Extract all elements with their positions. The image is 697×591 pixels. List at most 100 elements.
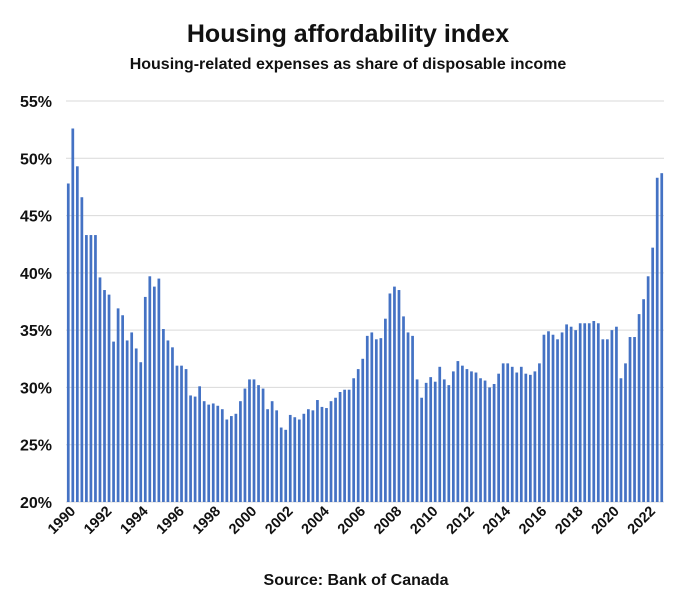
- bar: [234, 413, 238, 502]
- x-tick-label: 2018: [552, 504, 586, 538]
- bar: [510, 366, 514, 502]
- bar: [615, 326, 618, 502]
- bar: [94, 235, 97, 503]
- bar: [316, 400, 319, 502]
- bar: [257, 385, 260, 502]
- bar: [556, 339, 559, 502]
- bar: [633, 337, 636, 502]
- bar: [175, 365, 179, 502]
- bar: [193, 396, 197, 502]
- bar: [610, 330, 614, 502]
- bar: [420, 397, 423, 502]
- y-tick-label: 40%: [20, 266, 52, 283]
- bar: [279, 427, 283, 502]
- bar: [85, 235, 88, 503]
- bar: [157, 278, 161, 502]
- bar: [270, 401, 274, 502]
- bar: [637, 314, 641, 502]
- bar: [578, 323, 582, 502]
- bar: [601, 339, 605, 502]
- bar: [352, 378, 356, 502]
- bar: [338, 392, 342, 502]
- bar: [542, 334, 546, 502]
- bar: [606, 339, 609, 502]
- bar: [121, 315, 124, 502]
- bar: [261, 388, 265, 502]
- bar: [402, 316, 405, 502]
- bar: [125, 340, 129, 502]
- bar: [365, 335, 369, 502]
- bar: [519, 366, 523, 502]
- bar: [343, 389, 346, 502]
- x-tick-label: 2010: [407, 504, 441, 538]
- bar: [220, 409, 224, 502]
- bar: [293, 417, 297, 502]
- bar: [456, 361, 460, 502]
- bar: [275, 410, 279, 502]
- bar: [184, 369, 188, 502]
- bar: [411, 335, 414, 502]
- bar: [329, 401, 333, 502]
- bar: [642, 299, 645, 502]
- bar: [551, 334, 555, 502]
- bar: [216, 405, 220, 502]
- x-tick-label: 2008: [371, 504, 405, 538]
- bar: [134, 348, 138, 502]
- y-tick-label: 55%: [20, 94, 52, 111]
- x-tick-label: 2006: [335, 504, 369, 538]
- bar: [302, 413, 306, 502]
- bar: [384, 318, 387, 502]
- bar: [98, 277, 102, 502]
- bar: [311, 410, 315, 502]
- bar: [71, 128, 75, 502]
- bar: [361, 358, 365, 502]
- x-tick-label: 2000: [226, 504, 260, 538]
- x-tick-label: 2020: [589, 504, 623, 538]
- bar: [488, 387, 491, 502]
- bar: [483, 380, 487, 502]
- x-axis-tick-labels: 1990 1992 1994 1996 1998 2000 2002 2004 2006 2008…: [45, 504, 659, 538]
- bar: [379, 338, 383, 502]
- y-tick-label: 25%: [20, 438, 52, 455]
- bar: [501, 363, 505, 502]
- bar: [569, 326, 573, 502]
- bar: [266, 409, 269, 502]
- y-tick-label: 30%: [20, 380, 52, 397]
- bar: [139, 362, 143, 502]
- bar: [112, 341, 115, 502]
- x-tick-label: 2002: [262, 504, 296, 538]
- bar: [248, 379, 251, 502]
- bar: [497, 373, 500, 502]
- bar: [660, 173, 664, 502]
- bar: [225, 419, 229, 502]
- bar: [433, 381, 437, 502]
- bar: [252, 379, 256, 502]
- bar: [438, 366, 442, 502]
- bar: [207, 404, 211, 502]
- bar: [80, 197, 84, 503]
- x-tick-label: 2004: [299, 504, 333, 538]
- bar: [397, 290, 401, 502]
- bar: [624, 363, 627, 502]
- bar: [415, 379, 419, 502]
- source-note: Source: Bank of Canada: [264, 572, 449, 589]
- bar: [307, 409, 310, 502]
- bar: [189, 395, 192, 502]
- bar: [565, 324, 568, 502]
- x-tick-label: 1998: [190, 504, 224, 538]
- bar: [370, 332, 374, 502]
- bar: [66, 183, 70, 503]
- bar: [334, 397, 337, 502]
- x-tick-label: 1992: [81, 504, 115, 538]
- bar: [429, 377, 433, 502]
- bar: [388, 293, 392, 502]
- bar: [116, 308, 120, 502]
- bar: [152, 286, 156, 502]
- bar: [547, 331, 550, 502]
- bar: [479, 378, 482, 502]
- bar: [587, 323, 591, 502]
- y-tick-label: 45%: [20, 209, 52, 226]
- bar: [130, 332, 134, 502]
- bar: [230, 416, 233, 502]
